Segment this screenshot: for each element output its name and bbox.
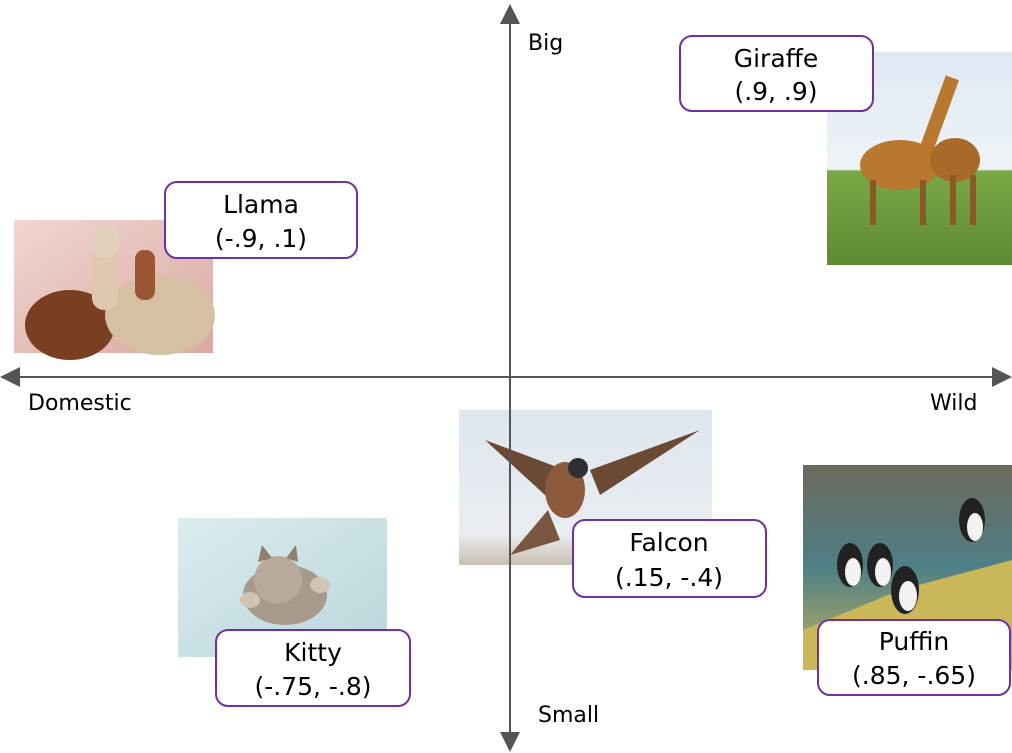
node-box: Falcon (.15, -.4)	[572, 519, 767, 598]
node-coords: (-.9, .1)	[215, 224, 307, 253]
axis-label: Small	[538, 703, 599, 728]
node-box: Puffin (.85, -.65)	[817, 619, 1011, 696]
node-coords: (-.75, -.8)	[254, 672, 371, 701]
node-coords: (.15, -.4)	[615, 563, 723, 592]
node-label: Falcon	[629, 528, 708, 557]
node-box: Giraffe (.9, .9)	[679, 35, 874, 112]
node-box: Llama (-.9, .1)	[164, 181, 358, 259]
node-label: Llama	[223, 190, 299, 219]
node-box: Kitty (-.75, -.8)	[215, 629, 411, 707]
giraffe-photo	[827, 52, 1012, 265]
node-coords: (.9, .9)	[734, 77, 817, 106]
node-label: Puffin	[879, 627, 950, 656]
node-label: Kitty	[284, 638, 342, 667]
axis-label: Wild	[930, 391, 977, 416]
axis-label: Domestic	[28, 391, 132, 416]
node-coords: (.85, -.65)	[852, 661, 976, 690]
axis-label: Big	[528, 31, 563, 56]
node-label: Giraffe	[734, 44, 819, 73]
